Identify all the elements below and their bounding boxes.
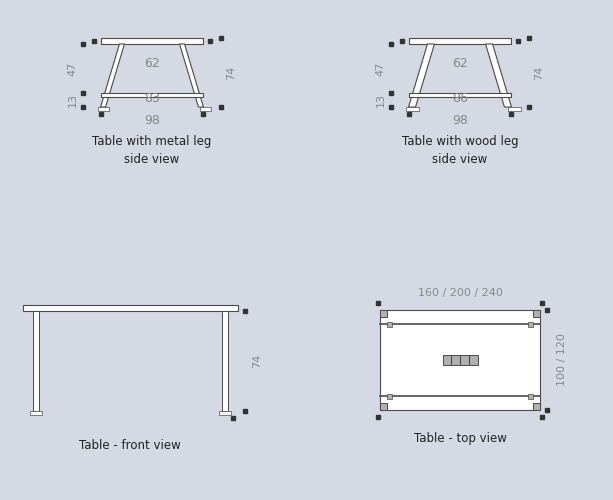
Bar [406, 107, 419, 111]
Text: 13: 13 [376, 93, 386, 107]
Bar [101, 94, 204, 98]
Bar [380, 310, 540, 410]
Bar [528, 394, 533, 399]
Text: Table with metal leg
side view: Table with metal leg side view [93, 135, 211, 166]
Text: 74: 74 [535, 66, 544, 80]
Text: 62: 62 [452, 57, 468, 70]
Text: 83: 83 [144, 92, 160, 105]
Bar [97, 107, 109, 111]
Bar [200, 107, 211, 111]
Text: 62: 62 [144, 57, 160, 70]
Text: Table - front view: Table - front view [79, 439, 181, 452]
Bar [380, 310, 387, 317]
Text: 86: 86 [452, 92, 468, 105]
Polygon shape [180, 44, 204, 107]
Polygon shape [408, 44, 435, 107]
Bar [443, 355, 478, 365]
Bar [528, 322, 533, 327]
Bar [387, 322, 392, 327]
Bar [533, 310, 540, 317]
Polygon shape [485, 44, 511, 107]
Bar [221, 311, 227, 411]
Text: Table - top view: Table - top view [414, 432, 506, 445]
Text: 74: 74 [226, 66, 237, 80]
Text: 47: 47 [376, 62, 386, 76]
Bar [408, 38, 511, 44]
Bar [408, 94, 511, 98]
Text: 47: 47 [67, 62, 78, 76]
Text: 100 / 120: 100 / 120 [557, 334, 567, 386]
Text: Table with wood leg
side view: Table with wood leg side view [402, 135, 519, 166]
Bar [533, 403, 540, 410]
Bar [29, 411, 42, 415]
Polygon shape [101, 44, 124, 107]
Text: 98: 98 [144, 114, 160, 128]
Bar [23, 305, 237, 311]
Bar [387, 394, 392, 399]
Bar [32, 311, 39, 411]
Text: 74: 74 [253, 354, 262, 368]
Bar [101, 38, 204, 44]
Text: 160 / 200 / 240: 160 / 200 / 240 [417, 288, 503, 298]
Bar [218, 411, 230, 415]
Bar [508, 107, 522, 111]
Text: 13: 13 [67, 93, 78, 107]
Text: 98: 98 [452, 114, 468, 128]
Bar [380, 403, 387, 410]
